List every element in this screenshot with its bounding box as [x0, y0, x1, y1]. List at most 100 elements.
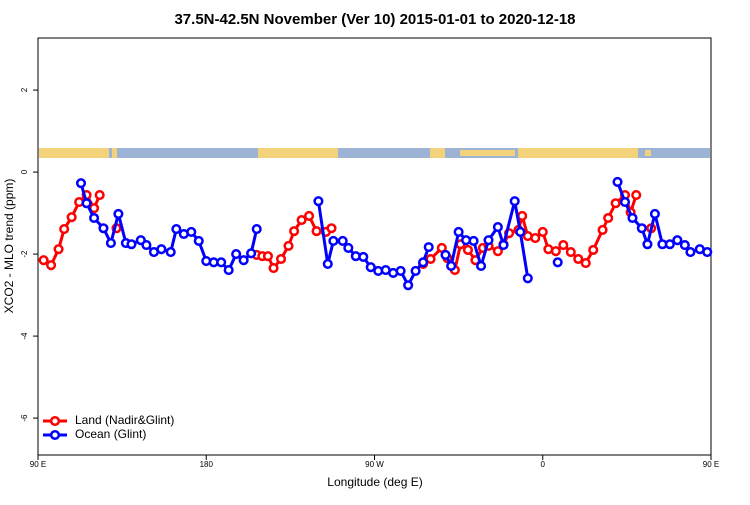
data-point — [89, 212, 100, 224]
data-point — [98, 223, 109, 234]
data-point — [238, 255, 249, 266]
data-point — [75, 178, 87, 189]
data-point — [492, 246, 503, 257]
data-point — [619, 196, 631, 208]
data-point — [113, 208, 124, 219]
x-tick-label: 90 W — [365, 460, 384, 469]
data-point — [403, 280, 414, 291]
data-point — [46, 260, 57, 271]
x-tick-label: 90 E — [703, 460, 719, 469]
legend-label: Ocean (Glint) — [75, 427, 146, 441]
data-point — [642, 239, 653, 250]
data-point — [156, 244, 167, 255]
data-point — [453, 226, 464, 237]
data-point — [165, 246, 176, 258]
data-point — [262, 251, 273, 262]
data-point — [664, 239, 675, 250]
y-tick-label: -6 — [20, 414, 29, 422]
data-point — [186, 226, 197, 237]
legend-marker — [49, 415, 61, 427]
data-point — [326, 223, 337, 234]
legend: Land (Nadir&Glint)Ocean (Glint) — [43, 413, 174, 441]
data-point — [365, 262, 376, 273]
data-point — [304, 210, 315, 222]
data-point — [231, 249, 242, 260]
data-point — [141, 240, 152, 251]
y-tick-label: 0 — [20, 169, 29, 174]
data-point — [446, 260, 457, 272]
data-point — [515, 226, 526, 237]
data-point — [636, 223, 647, 234]
data-point — [612, 176, 623, 187]
data-point — [38, 255, 49, 266]
data-point — [126, 239, 137, 250]
data-point — [672, 235, 683, 246]
data-point — [440, 249, 451, 260]
data-point — [649, 208, 660, 219]
data-point — [283, 240, 294, 251]
data-point — [251, 224, 262, 235]
data-point — [498, 240, 509, 251]
data-point — [216, 257, 227, 268]
data-point — [246, 248, 257, 259]
data-point — [610, 198, 621, 209]
data-point — [94, 189, 105, 201]
data-point — [597, 224, 608, 235]
data-point — [483, 235, 494, 246]
data-point — [509, 196, 520, 207]
data-point — [702, 246, 713, 258]
data-point — [171, 224, 182, 235]
data-point — [289, 226, 300, 237]
x-axis-label: Longitude (deg E) — [327, 475, 422, 489]
y-tick-label: -2 — [20, 250, 29, 258]
data-point — [53, 244, 64, 255]
data-point — [395, 265, 406, 276]
data-point — [580, 258, 591, 269]
data-point — [337, 235, 348, 247]
data-point — [223, 265, 234, 276]
data-point — [66, 212, 77, 223]
data-point — [537, 226, 548, 237]
data-point — [423, 242, 434, 253]
data-point — [631, 189, 642, 201]
data-point — [550, 246, 561, 257]
data-point — [105, 237, 116, 249]
x-tick-label: 90 E — [30, 460, 46, 469]
data-point — [517, 210, 528, 222]
data-point — [59, 224, 70, 235]
legend-label: Land (Nadir&Glint) — [75, 413, 174, 427]
y-axis-label: XCO2 - MLO trend (ppm) — [2, 179, 16, 314]
y-tick-label: 2 — [20, 87, 29, 92]
data-point — [322, 258, 333, 269]
chart-title: 37.5N-42.5N November (Ver 10) 2015-01-01… — [174, 11, 575, 28]
data-point — [268, 262, 279, 274]
data-point — [418, 257, 429, 268]
data-point — [296, 215, 307, 226]
data-point — [410, 265, 421, 276]
data-point — [275, 253, 287, 265]
data-point — [468, 235, 479, 247]
data-point — [81, 198, 92, 209]
data-point — [627, 212, 638, 224]
data-point — [603, 212, 614, 224]
data-point — [328, 235, 339, 247]
data-point — [193, 235, 204, 247]
data-point — [588, 244, 599, 256]
data-point — [685, 246, 696, 258]
data-point — [573, 253, 584, 265]
data-point — [492, 221, 503, 233]
data-point — [552, 257, 563, 268]
data-point — [311, 226, 322, 237]
data-point — [313, 196, 324, 207]
y-tick-label: -4 — [20, 332, 29, 340]
data-point — [565, 246, 576, 258]
x-tick-label: 0 — [541, 460, 546, 469]
data-point — [358, 251, 369, 263]
data-point — [558, 240, 569, 251]
x-tick-label: 180 — [200, 460, 214, 469]
data-point — [462, 244, 474, 256]
data-point — [476, 260, 487, 272]
legend-marker — [49, 429, 61, 441]
data-point — [679, 240, 690, 251]
